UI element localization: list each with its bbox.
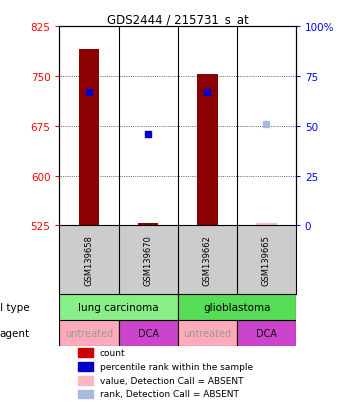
- Text: GSM139665: GSM139665: [262, 235, 271, 285]
- Text: GSM139658: GSM139658: [85, 235, 94, 285]
- Bar: [59, 294, 177, 320]
- Text: rank, Detection Call = ABSENT: rank, Detection Call = ABSENT: [100, 389, 239, 399]
- Bar: [79, 349, 92, 357]
- Text: count: count: [100, 349, 125, 357]
- Bar: [138, 224, 158, 226]
- Text: lung carcinoma: lung carcinoma: [78, 302, 159, 313]
- Point: [204, 89, 210, 96]
- Bar: [79, 362, 92, 371]
- Bar: [79, 50, 99, 226]
- Bar: [197, 75, 218, 226]
- Bar: [237, 320, 296, 347]
- Text: cell type: cell type: [0, 302, 30, 313]
- Bar: [256, 224, 277, 226]
- Bar: [59, 320, 119, 347]
- Text: glioblastoma: glioblastoma: [203, 302, 271, 313]
- Bar: [119, 320, 177, 347]
- Text: GSM139662: GSM139662: [203, 235, 212, 285]
- Bar: [79, 389, 92, 398]
- Text: DCA: DCA: [256, 329, 277, 339]
- Text: agent: agent: [0, 329, 30, 339]
- Point: [86, 89, 92, 96]
- Text: untreated: untreated: [183, 329, 231, 339]
- Text: percentile rank within the sample: percentile rank within the sample: [100, 362, 253, 371]
- Text: untreated: untreated: [65, 329, 113, 339]
- Point: [264, 121, 269, 128]
- Point: [146, 131, 151, 138]
- Title: GDS2444 / 215731_s_at: GDS2444 / 215731_s_at: [107, 13, 249, 26]
- Text: value, Detection Call = ABSENT: value, Detection Call = ABSENT: [100, 376, 243, 385]
- Text: DCA: DCA: [138, 329, 159, 339]
- Text: GSM139670: GSM139670: [143, 235, 153, 285]
- Bar: [79, 376, 92, 385]
- Bar: [177, 320, 237, 347]
- Bar: [177, 294, 296, 320]
